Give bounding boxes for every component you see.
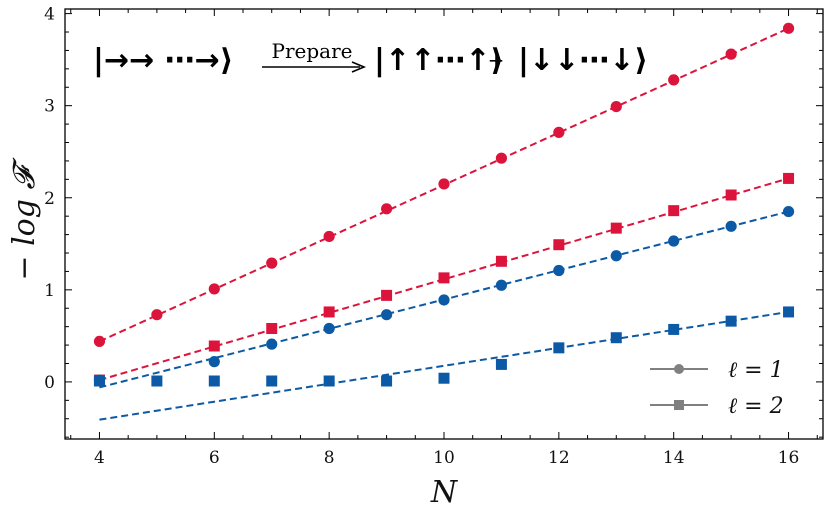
- marker-s2-6: [495, 279, 508, 291]
- marker-s1-7: [553, 239, 565, 251]
- marker-s1-10: [725, 189, 737, 201]
- marker-s0-9: [610, 101, 622, 113]
- marker-s3-4: [323, 375, 335, 387]
- marker-s3-7: [495, 358, 507, 370]
- marker-s1-8: [610, 222, 622, 234]
- legend-marker-square: [674, 400, 684, 410]
- annotation-target-state-1: |↑↑⋯↑⟩: [374, 43, 504, 78]
- x-tick-label: 16: [778, 448, 800, 468]
- marker-s2-4: [380, 309, 393, 321]
- marker-s2-5: [438, 294, 450, 306]
- marker-s1-6: [495, 255, 507, 267]
- y-tick-label: 1: [44, 281, 55, 301]
- marker-s0-0: [93, 335, 106, 347]
- plot-area: [64, 8, 824, 440]
- marker-s0-6: [438, 178, 450, 190]
- marker-s3-10: [668, 323, 680, 335]
- marker-s1-2: [266, 323, 278, 335]
- marker-s1-5: [438, 272, 450, 284]
- y-tick-label: 4: [44, 5, 55, 25]
- y-axis-label: − log 𝓕: [7, 157, 42, 281]
- x-tick-label: 12: [548, 448, 570, 468]
- marker-s3-0: [93, 375, 105, 387]
- marker-s0-1: [151, 309, 163, 321]
- marker-s2-11: [782, 205, 795, 218]
- marker-s0-12: [782, 22, 795, 34]
- annotation: |→→ ⋯→⟩ Prepare |↑↑⋯↑⟩ + |↓↓⋯↓⟩: [93, 39, 648, 78]
- x-axis-label: N: [430, 475, 459, 510]
- prepare-arrow-head: [351, 61, 367, 73]
- marker-s1-4: [381, 289, 393, 301]
- annotation-plus: +: [488, 48, 505, 72]
- marker-s2-9: [668, 235, 680, 247]
- y-tick-label: 2: [44, 189, 55, 209]
- marker-s1-3: [323, 306, 335, 318]
- marker-s3-2: [208, 375, 220, 387]
- x-tick-label: 6: [209, 448, 220, 468]
- legend-marker-circle: [674, 364, 684, 374]
- axis-ticks: [65, 9, 823, 439]
- marker-s3-6: [438, 372, 450, 384]
- x-tick-label: 10: [433, 448, 455, 468]
- legend-label-l2: ℓ = 2: [728, 394, 784, 419]
- marker-s0-11: [725, 48, 737, 60]
- marker-s3-1: [151, 375, 163, 387]
- legend: ℓ = 1 ℓ = 2: [650, 358, 784, 419]
- legend-label-l1: ℓ = 1: [728, 358, 784, 383]
- marker-s3-3: [266, 375, 278, 387]
- marker-s3-12: [783, 306, 795, 318]
- marker-s2-7: [553, 264, 565, 277]
- annotation-arrow-label: Prepare: [272, 39, 353, 63]
- x-tick-label: 14: [663, 448, 685, 468]
- marker-s3-8: [553, 342, 565, 354]
- marker-s0-5: [380, 203, 393, 215]
- marker-s1-9: [668, 205, 680, 217]
- y-tick-label: 0: [44, 373, 55, 393]
- marker-s2-2: [266, 338, 278, 350]
- marker-s0-2: [208, 283, 220, 295]
- y-tick-label: 3: [44, 97, 55, 117]
- marker-s2-10: [725, 220, 737, 232]
- marker-s0-7: [495, 152, 508, 164]
- data-markers: [93, 22, 795, 387]
- annotation-target-state-2: |↓↓⋯↓⟩: [518, 43, 648, 78]
- marker-s0-8: [553, 126, 565, 138]
- marker-s1-11: [783, 172, 795, 184]
- marker-s2-8: [610, 250, 622, 262]
- marker-s2-1: [208, 356, 220, 368]
- fit-line-3: [99, 310, 789, 421]
- marker-s3-9: [610, 332, 622, 344]
- marker-s0-3: [266, 257, 278, 269]
- marker-s0-4: [323, 230, 335, 243]
- annotation-initial-state: |→→ ⋯→⟩: [93, 43, 234, 78]
- marker-s0-10: [668, 74, 680, 86]
- marker-s2-3: [323, 322, 335, 335]
- x-tick-label: 4: [94, 448, 105, 468]
- marker-s3-11: [725, 315, 737, 327]
- marker-s3-5: [381, 375, 393, 387]
- marker-s1-1: [208, 340, 220, 352]
- x-tick-label: 8: [324, 448, 335, 468]
